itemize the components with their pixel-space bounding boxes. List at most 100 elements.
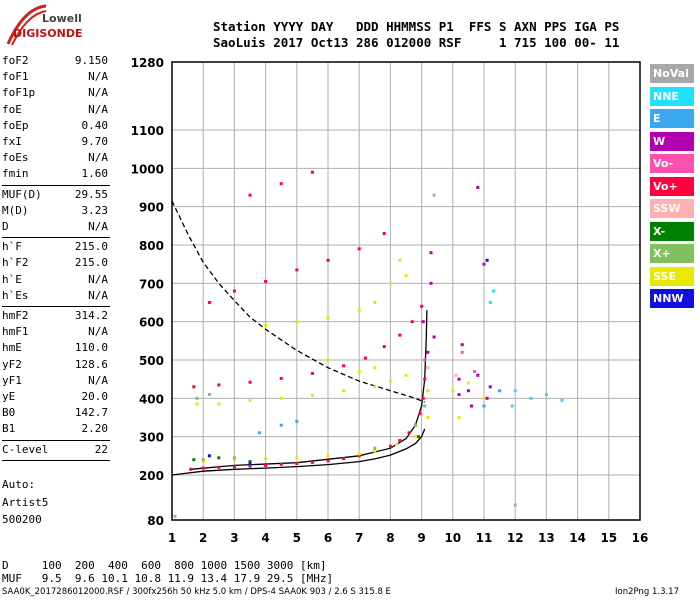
point-sse bbox=[326, 454, 330, 458]
param-name: foEp bbox=[2, 118, 29, 132]
param-value: 314.2 bbox=[74, 309, 108, 322]
point-vo- bbox=[232, 465, 236, 469]
point-sse bbox=[395, 442, 399, 446]
param-row: hmF1 N/A bbox=[2, 325, 108, 339]
point-vo- bbox=[382, 232, 386, 235]
point-x- bbox=[423, 404, 427, 408]
y-tick-label: 700 bbox=[139, 277, 164, 291]
param-row: D N/A bbox=[2, 220, 108, 234]
point-w bbox=[457, 393, 461, 396]
param-row: yE 20.0 bbox=[2, 390, 108, 404]
point-sse bbox=[413, 435, 417, 439]
param-value: N/A bbox=[88, 220, 108, 233]
x-tick-label: 6 bbox=[324, 531, 332, 545]
param-row: yF1 N/A bbox=[2, 374, 108, 388]
point-sse bbox=[373, 449, 377, 453]
point-vo- bbox=[473, 370, 477, 373]
params-divider bbox=[2, 439, 110, 441]
x-tick-label: 5 bbox=[293, 531, 301, 545]
point-nne bbox=[488, 301, 492, 304]
point-vo- bbox=[326, 459, 330, 463]
legend-item-vo-: Vo+ bbox=[650, 176, 694, 196]
param-row: M(D) 3.23 bbox=[2, 204, 108, 218]
point-x- bbox=[195, 396, 199, 400]
x-tick-label: 15 bbox=[600, 531, 617, 545]
point-vo- bbox=[407, 431, 411, 435]
point-sse bbox=[201, 460, 205, 464]
point-vo- bbox=[342, 457, 346, 460]
param-row: MUF(D) 29.55 bbox=[2, 188, 108, 202]
point-x- bbox=[413, 423, 417, 427]
param-value: 0.40 bbox=[81, 118, 109, 132]
point-sse bbox=[388, 379, 392, 383]
point-sse bbox=[457, 416, 461, 419]
y-tick-label: 200 bbox=[139, 469, 164, 483]
point-vo- bbox=[248, 193, 252, 197]
param-value: N/A bbox=[88, 325, 108, 339]
point-x- bbox=[373, 446, 377, 450]
param-value: 128.6 bbox=[74, 357, 108, 371]
point-w bbox=[470, 404, 473, 408]
virtual-height-model bbox=[171, 428, 426, 476]
y-tick-label: 400 bbox=[139, 392, 164, 406]
params-divider bbox=[2, 184, 110, 186]
point-nne bbox=[529, 396, 533, 400]
point-nne bbox=[513, 389, 517, 393]
point-ssw bbox=[426, 366, 430, 370]
x-tick-label: 2 bbox=[199, 531, 207, 545]
point-vo- bbox=[326, 258, 330, 262]
point-x- bbox=[232, 456, 236, 460]
params-divider bbox=[2, 237, 110, 239]
y-tick-label: 1000 bbox=[131, 162, 164, 176]
x-tick-label: 9 bbox=[417, 531, 425, 545]
point-vo- bbox=[207, 301, 211, 304]
header-line2: SaoLuis 2017 Oct13 286 012000 RSF 1 715 … bbox=[213, 35, 620, 50]
param-value: 29.55 bbox=[74, 187, 108, 201]
auto-method: Artist5 bbox=[2, 496, 49, 509]
y-tick-label: 800 bbox=[139, 239, 164, 253]
legend-item-nnw: NNW bbox=[650, 289, 694, 308]
param-value: 9.70 bbox=[81, 135, 109, 148]
point-vo- bbox=[357, 454, 361, 458]
param-row: B1 2.20 bbox=[2, 422, 108, 436]
point-nne bbox=[544, 393, 548, 396]
param-name: hmE bbox=[2, 341, 22, 355]
point-w bbox=[429, 251, 433, 255]
digisonde-logo-icon bbox=[6, 4, 47, 46]
param-row: yF2 128.6 bbox=[2, 358, 108, 372]
point-sse bbox=[357, 370, 361, 373]
point-vo- bbox=[418, 412, 422, 416]
point-w bbox=[429, 281, 433, 285]
point-sse bbox=[373, 301, 377, 304]
point-sse bbox=[232, 458, 236, 462]
param-name: yF1 bbox=[2, 373, 22, 387]
point-sse bbox=[326, 358, 330, 362]
param-name: B1 bbox=[2, 422, 16, 436]
header-line1: Station YYYY DAY DDD HHMMSS P1 FFS S AXN… bbox=[213, 19, 620, 34]
point-e bbox=[482, 404, 486, 408]
point-w bbox=[426, 350, 430, 354]
y-tick-label: 1100 bbox=[131, 124, 164, 138]
point-sse bbox=[357, 308, 361, 312]
param-name: fxI bbox=[2, 135, 22, 148]
legend-item-e: E bbox=[650, 109, 694, 128]
point-vo- bbox=[382, 345, 386, 349]
point-w bbox=[460, 343, 464, 347]
point-vo- bbox=[310, 170, 314, 174]
point-nne bbox=[510, 404, 514, 408]
param-row: foEs N/A bbox=[2, 151, 108, 165]
point-nne bbox=[560, 398, 564, 402]
plot-frame bbox=[171, 61, 641, 521]
point-vo- bbox=[310, 460, 314, 464]
point-vo- bbox=[264, 463, 268, 467]
point-vo- bbox=[248, 380, 252, 384]
param-value: N/A bbox=[88, 102, 108, 116]
params-divider bbox=[2, 306, 110, 307]
point-nnw bbox=[485, 258, 489, 262]
point-sse bbox=[404, 274, 408, 278]
point-x- bbox=[417, 435, 420, 439]
auto-code: 500200 bbox=[2, 513, 42, 526]
param-name: h`Es bbox=[2, 288, 29, 302]
point-vo- bbox=[279, 182, 283, 186]
